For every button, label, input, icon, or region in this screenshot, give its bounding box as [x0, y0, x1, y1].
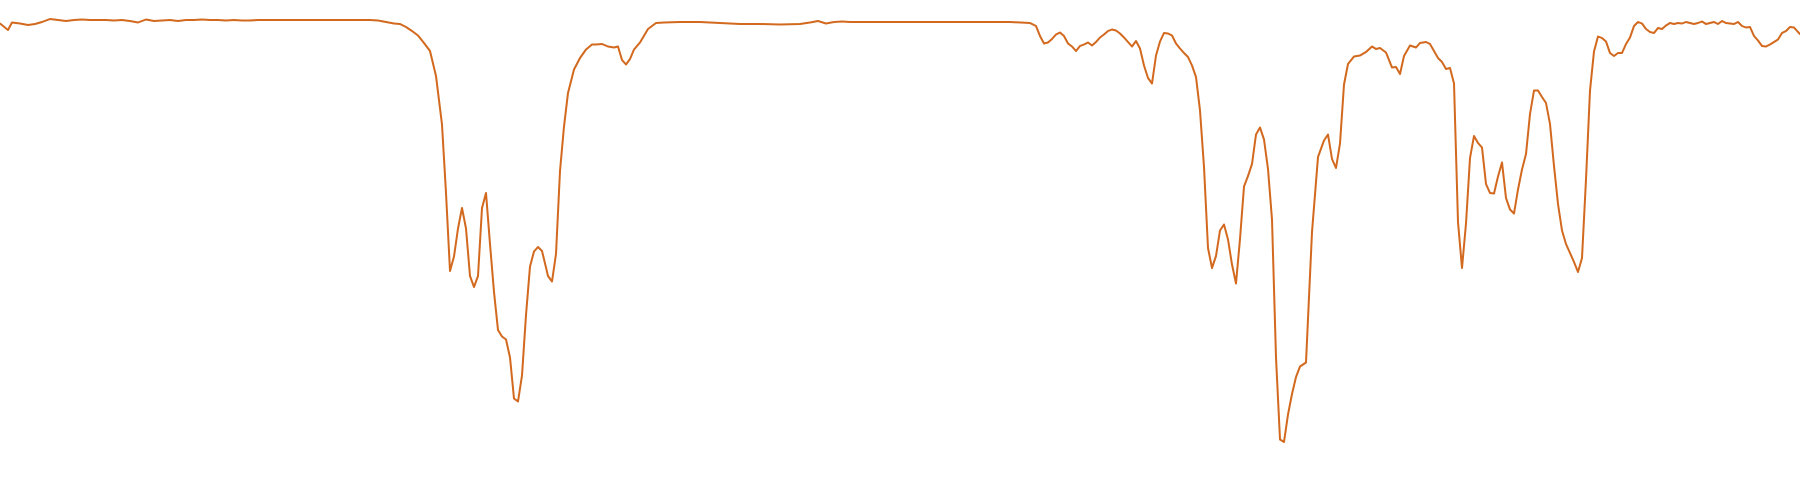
spectrum-line-series-0 — [0, 18, 1800, 443]
